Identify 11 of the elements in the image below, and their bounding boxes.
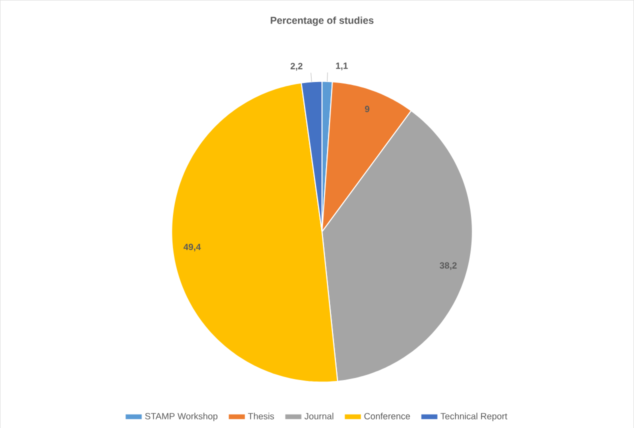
data-label: 9 (364, 106, 370, 112)
legend-label: Conference (364, 412, 410, 420)
data-label: 38,2 (440, 262, 457, 270)
data-label: 1,1 (336, 62, 348, 70)
data-label: 2,2 (290, 62, 302, 70)
data-label: 49,4 (184, 244, 201, 252)
legend-label: Journal (304, 412, 334, 420)
legend-label: STAMP Workshop (145, 412, 218, 421)
chart-title: Percentage of studies (270, 16, 374, 26)
legend-label: Thesis (248, 412, 274, 420)
legend-label: Technical Report (440, 412, 508, 421)
